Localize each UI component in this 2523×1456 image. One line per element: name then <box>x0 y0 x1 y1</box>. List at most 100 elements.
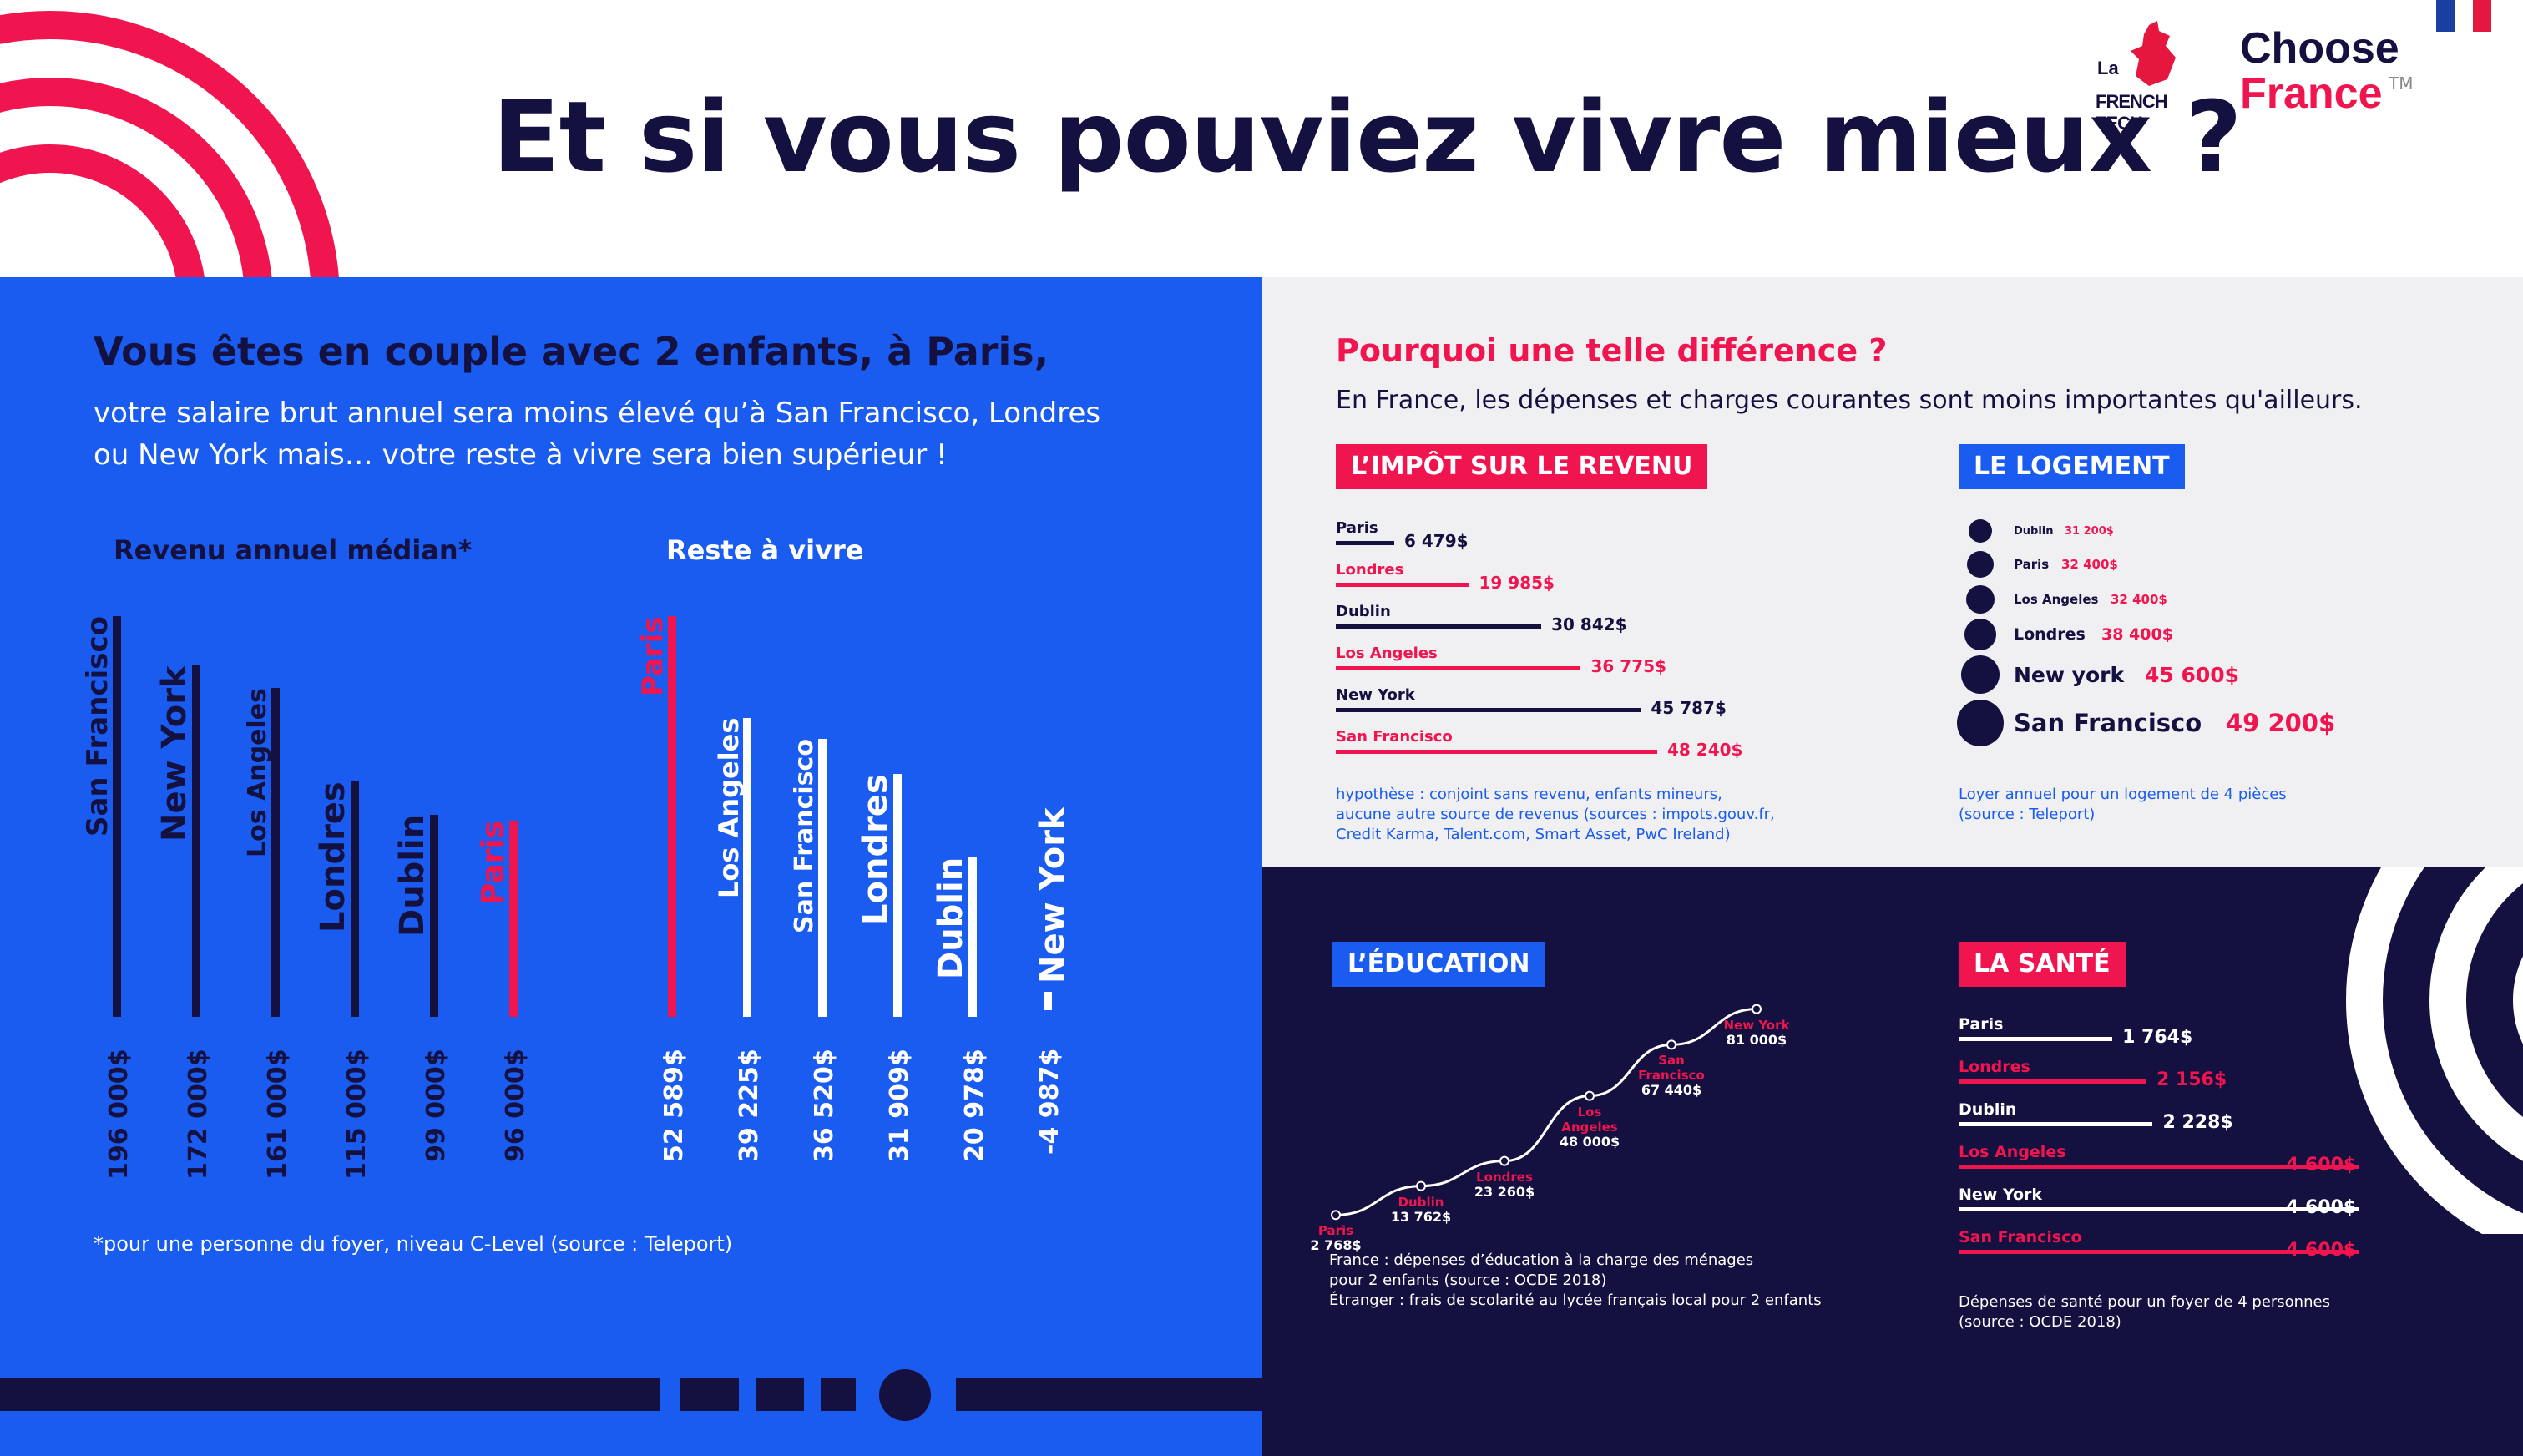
education-label-line: Los <box>1577 1104 1602 1120</box>
left-footnote: *pour une personne du foyer, niveau C-Le… <box>94 1232 733 1256</box>
tax-note-2: aucune autre source de revenus (sources … <box>1336 806 1775 823</box>
left-panel: Vous êtes en couple avec 2 enfants, à Pa… <box>0 277 1262 1456</box>
bar-paris <box>668 616 676 1017</box>
hbar-name-londres: Londres <box>1336 561 1404 579</box>
choose-text: Choose <box>2240 24 2399 73</box>
bar-label-paris: Paris <box>476 820 510 905</box>
education-value-londres: 23 260$ <box>1474 1183 1535 1200</box>
tax-note-3: Credit Karma, Talent.com, Smart Asset, P… <box>1336 826 1731 843</box>
value-label-paris: 52 589$ <box>660 1049 689 1162</box>
education-label-los-angeles: Los Angeles 48 000$ <box>1560 1105 1620 1150</box>
education-label-paris: Paris 2 768$ <box>1310 1223 1361 1253</box>
bar-new-york <box>192 665 200 1017</box>
right-heading: Pourquoi une telle différence ? <box>1336 332 1888 369</box>
hbar-name-dublin: Dublin <box>1959 1100 2017 1119</box>
bar-label-san-francisco: San Francisco <box>81 616 114 837</box>
bar-label-paris: Paris <box>636 616 670 696</box>
frenchtech-la: La <box>2097 58 2119 78</box>
hbar-londres <box>1959 1079 2146 1084</box>
health-bar-chart: Paris 1 764$ Londres 2 156$ Dublin 2 228$ Los … <box>1847 867 2359 1334</box>
hbar-value-new-york: 4 600$ <box>2286 1197 2357 1218</box>
header: Et si vous pouviez vivre mieux ? La FREN… <box>0 0 2523 277</box>
rooster-icon <box>2131 21 2176 86</box>
value-label-dublin: 20 978$ <box>960 1049 989 1162</box>
education-labels: Paris 2 768$ Dublin 13 762$ Londres 23 260$ Lo… <box>1262 867 1897 1334</box>
hbar-name-los-angeles: Los Angeles <box>1336 645 1438 662</box>
bar-label-new-york: New York <box>155 665 194 842</box>
education-point-paris <box>1331 1210 1341 1221</box>
education-value-san-francisco: 67 440$ <box>1641 1082 1702 1099</box>
education-label-line: Francisco <box>1638 1068 1705 1084</box>
tax-note-1: hypothèse : conjoint sans revenu, enfant… <box>1336 786 1722 803</box>
health-note-2: (source : OCDE 2018) <box>1959 1313 2121 1331</box>
value-label-los-angeles: 39 225$ <box>735 1049 764 1162</box>
hbar-name-san-francisco: San Francisco <box>1336 728 1453 746</box>
education-point-los-angeles <box>1585 1090 1595 1101</box>
housing-note-1: Loyer annuel pour un logement de 4 pièce… <box>1959 786 2287 803</box>
hbar-san-francisco <box>1336 750 1657 754</box>
hbar-value-los-angeles: 36 775$ <box>1590 656 1666 676</box>
edu-note-2: pour 2 enfants (source : OCDE 2018) <box>1329 1271 1607 1289</box>
left-intro-line2: ou New York mais… votre reste à vivre se… <box>94 438 948 472</box>
education-line <box>1335 1008 1757 1216</box>
housing-dot-chart: Dublin 31 200$ Paris 32 400$ Los Angeles 32 4… <box>1847 277 2515 862</box>
hbar-name-londres: Londres <box>1959 1058 2030 1076</box>
hbar-name-new-york: New York <box>1959 1186 2043 1204</box>
hbar-value-paris: 6 479$ <box>1404 531 1469 551</box>
value-label-londres: 31 909$ <box>885 1049 914 1162</box>
value-label-paris: 96 000$ <box>501 1049 530 1162</box>
education-value-dublin: 13 762$ <box>1390 1208 1452 1225</box>
education-line-chart <box>1331 1004 1762 1221</box>
housing-dot-londres <box>1964 619 1996 650</box>
value-label-new-york: -4 987$ <box>1035 1048 1064 1155</box>
tag-housing: LE LOGEMENT <box>1959 444 2185 489</box>
housing-value-san-francisco: 49 200$ <box>2226 709 2336 737</box>
housing-value-londres: 38 400$ <box>2101 625 2173 644</box>
right-bottom-panel: L’ÉDUCATION Paris 2 768$ Dublin 13 762$ Lond… <box>1262 867 2523 1456</box>
bar-label-los-angeles: Los Angeles <box>243 687 272 857</box>
value-label-san-francisco: 196 000$ <box>104 1049 134 1180</box>
housing-name-paris: Paris <box>2014 557 2050 572</box>
bar-san-francisco <box>113 616 121 1017</box>
housing-value-los-angeles: 32 400$ <box>2111 592 2167 607</box>
bar-los-angeles <box>271 687 280 1017</box>
hbar-dublin <box>1959 1122 2153 1126</box>
value-label-new-york: 172 000$ <box>184 1049 213 1180</box>
hbar-name-paris: Paris <box>1959 1015 2004 1034</box>
hbar-new-york <box>1336 708 1641 712</box>
decorative-arcs-top-left <box>0 11 339 277</box>
hbar-londres <box>1336 583 1469 587</box>
french-flag-icon <box>2436 0 2491 32</box>
hbar-san-francisco <box>1959 1250 2359 1254</box>
hbar-value-dublin: 2 228$ <box>2162 1112 2233 1133</box>
education-label-line: Dublin <box>1398 1194 1444 1210</box>
education-label-new-york: New York 81 000$ <box>1724 1018 1790 1048</box>
education-label-line: San <box>1658 1053 1685 1069</box>
hbar-value-san-francisco: 48 240$ <box>1667 740 1743 760</box>
bar-label-dublin: Dublin <box>393 814 432 937</box>
education-label-line: Angeles <box>1561 1119 1618 1135</box>
education-label-san-francisco: San Francisco 67 440$ <box>1638 1053 1705 1098</box>
housing-name-dublin: Dublin <box>2014 524 2054 538</box>
bar-label-san-francisco: San Francisco <box>790 738 819 933</box>
hbar-value-dublin: 30 842$ <box>1551 614 1627 634</box>
housing-name-londres: Londres <box>2014 625 2086 644</box>
education-point-dublin <box>1416 1180 1426 1191</box>
housing-value-new-york: 45 600$ <box>2145 662 2240 687</box>
france-text: France <box>2240 69 2383 118</box>
bar-paris <box>509 820 518 1017</box>
bar-label-new-york: New York <box>1034 807 1072 983</box>
hbar-name-new-york: New York <box>1336 686 1415 704</box>
housing-dot-paris <box>1967 551 1994 578</box>
bar-los-angeles <box>743 717 751 1017</box>
housing-dot-san-francisco <box>1957 700 2004 746</box>
education-label-line: New York <box>1723 1017 1790 1033</box>
choosefrance-logo: Choose France TM <box>2240 23 2432 124</box>
housing-note-2: (source : Teleport) <box>1959 806 2096 823</box>
housing-name-new-york: New york <box>2014 662 2125 687</box>
decorative-arcs-right <box>2346 867 2523 1234</box>
housing-dot-dublin <box>1969 519 1992 543</box>
bar-san-francisco <box>818 738 827 1017</box>
education-label-line: Paris <box>1317 1223 1354 1239</box>
education-value-new-york: 81 000$ <box>1726 1031 1787 1048</box>
